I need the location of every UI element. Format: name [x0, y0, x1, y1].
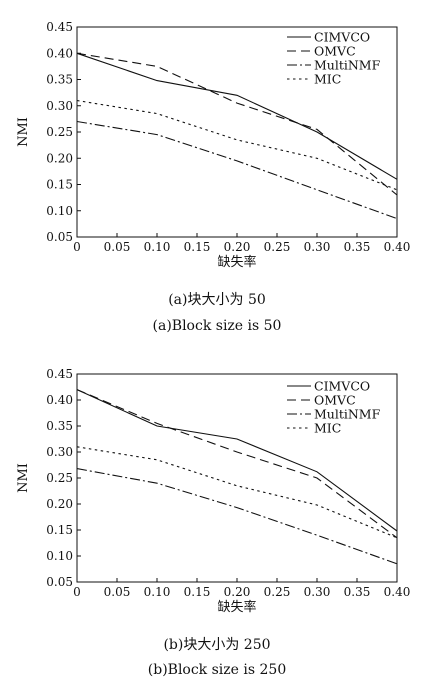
series-line-cimvco — [76, 389, 398, 532]
x-tick-label: 0.15 — [184, 585, 211, 599]
x-tick-label: 0.40 — [384, 240, 411, 254]
y-tick-label: 0.45 — [46, 20, 73, 34]
y-tick-label: 0.10 — [46, 204, 73, 218]
chart-block-size-250: 0 0.05 0.10 0.15 0.20 0.25 0.30 0.35 0.400.050.1… — [16, 367, 410, 615]
series-line-mic — [76, 99, 398, 191]
y-tick-label: 0.15 — [46, 178, 73, 192]
y-tick-label: 0.25 — [46, 471, 73, 485]
y-tick-label: 0.05 — [46, 575, 73, 589]
x-axis-label: 缺失率 — [217, 599, 256, 615]
caption-zh-a: (a)块大小为 50 — [168, 292, 266, 308]
series-line-mic — [76, 446, 398, 539]
series-line-cimvco — [76, 52, 398, 180]
legend-label-multinmf: MultiNMF — [314, 58, 381, 73]
x-tick-label: 0.40 — [384, 585, 411, 599]
legend-label-mic: MIC — [314, 421, 341, 436]
y-tick-label: 0.35 — [46, 419, 73, 433]
x-tick-label: 0.10 — [144, 240, 171, 254]
y-tick-label: 0.10 — [46, 549, 73, 563]
x-tick-label: 0.10 — [144, 585, 171, 599]
x-tick-label: 0.35 — [344, 240, 371, 254]
x-tick-label: 0.30 — [304, 240, 331, 254]
y-tick-label: 0.15 — [46, 523, 73, 537]
x-tick-label: 0.05 — [104, 585, 131, 599]
legend-label-multinmf: MultiNMF — [314, 407, 381, 422]
y-tick-label: 0.30 — [46, 99, 73, 113]
y-tick-label: 0.20 — [46, 497, 73, 511]
caption-zh-b: (b)块大小为 250 — [163, 637, 271, 653]
x-tick-label: 0.20 — [224, 240, 251, 254]
x-tick-label: 0.15 — [184, 240, 211, 254]
legend-label-omvc: OMVC — [314, 44, 356, 59]
y-tick-label: 0.05 — [46, 230, 73, 244]
legend-label-cimvco: CIMVCO — [314, 379, 370, 394]
x-tick-label: 0.20 — [224, 585, 251, 599]
y-axis-label: NMI — [16, 117, 31, 147]
x-tick-label: 0.05 — [104, 240, 131, 254]
x-tick-label: 0.30 — [304, 585, 331, 599]
y-tick-label: 0.20 — [46, 151, 73, 165]
x-tick-label: 0 — [73, 240, 81, 254]
series-line-multinmf — [76, 468, 398, 565]
x-tick-label: 0.25 — [264, 240, 291, 254]
series-line-omvc — [76, 52, 398, 196]
legend-label-omvc: OMVC — [314, 393, 356, 408]
y-tick-label: 0.45 — [46, 367, 73, 381]
legend-label-mic: MIC — [314, 72, 341, 87]
x-tick-label: 0.25 — [264, 585, 291, 599]
x-axis-label: 缺失率 — [217, 254, 256, 270]
y-tick-label: 0.40 — [46, 393, 73, 407]
y-tick-label: 0.30 — [46, 445, 73, 459]
series-line-omvc — [76, 389, 398, 539]
caption-en-a: (a)Block size is 50 — [152, 318, 282, 334]
legend-label-cimvco: CIMVCO — [314, 30, 370, 45]
series-line-multinmf — [76, 120, 398, 220]
y-tick-label: 0.35 — [46, 73, 73, 87]
x-tick-label: 0 — [73, 585, 81, 599]
caption-en-b: (b)Block size is 250 — [147, 662, 287, 678]
y-axis-label: NMI — [16, 463, 31, 493]
y-tick-label: 0.40 — [46, 46, 73, 60]
chart-block-size-50: 0 0.05 0.10 0.15 0.20 0.25 0.30 0.35 0.400.050.1… — [16, 20, 410, 270]
x-tick-label: 0.35 — [344, 585, 371, 599]
y-tick-label: 0.25 — [46, 125, 73, 139]
